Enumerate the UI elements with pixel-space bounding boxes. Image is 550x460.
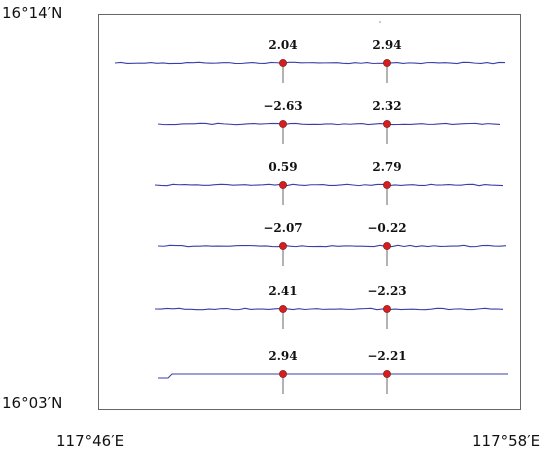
value-label-right-4: −0.22 [367,221,406,235]
crossing-marker-1-2 [383,59,391,67]
crossing-marker-5-2 [383,305,391,313]
value-label-right-1: 2.94 [372,38,401,52]
value-label-left-2: −2.63 [263,99,302,113]
lon-left-label: 117°46′E [56,432,125,450]
lon-right-label: 117°58′E [472,432,541,450]
crossing-marker-3-1 [279,181,287,189]
profile-line-1 [114,61,506,65]
map-frame [98,14,521,410]
crossing-marker-5-1 [279,305,287,313]
value-label-left-3: 0.59 [268,160,297,174]
profile-line-3 [154,183,504,187]
value-label-left-5: 2.41 [268,284,297,298]
value-label-right-6: −2.21 [367,349,406,363]
lat-bottom-label: 16°03′N [2,394,63,412]
crossing-marker-1-1 [279,59,287,67]
crossing-marker-6-1 [279,370,287,378]
profile-line-4 [157,244,507,248]
profile-line-5 [154,307,504,311]
value-label-right-2: 2.32 [372,99,401,113]
artifact-dot [379,21,381,23]
profile-line-2 [157,122,501,126]
value-label-left-4: −2.07 [263,221,302,235]
lat-top-label: 16°14′N [2,4,63,22]
value-label-right-3: 2.79 [372,160,401,174]
crossing-marker-3-2 [383,181,391,189]
value-label-left-1: 2.04 [268,38,297,52]
crossing-marker-4-2 [383,242,391,250]
profile-line-6 [158,373,508,379]
crossing-marker-2-1 [279,120,287,128]
crossing-marker-6-2 [383,370,391,378]
value-label-left-6: 2.94 [268,349,297,363]
value-label-right-5: −2.23 [367,284,406,298]
crossing-marker-2-2 [383,120,391,128]
crossing-marker-4-1 [279,242,287,250]
